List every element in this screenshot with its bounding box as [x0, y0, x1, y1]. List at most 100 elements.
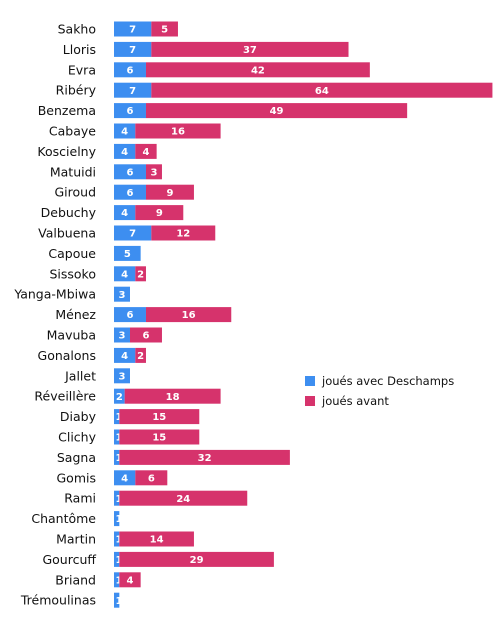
- category-label-yanga-mbiwa: Yanga-Mbiwa: [13, 287, 96, 302]
- data-label-cabaye-joues-avec-deschamps: 4: [121, 127, 128, 138]
- data-label-reveillere-joues-avant: 18: [166, 392, 180, 403]
- data-label-valbuena-joues-avant: 12: [176, 229, 190, 240]
- legend-swatch-joues-avec-deschamps: [305, 376, 315, 386]
- bar-mavuba-joues-avec-deschamps: [114, 327, 130, 343]
- data-label-evra-joues-avant: 42: [251, 65, 265, 76]
- data-label-valbuena-joues-avec-deschamps: 7: [129, 229, 136, 240]
- data-label-gourcuff-joues-avec-deschamps: 1: [116, 555, 123, 566]
- data-label-benzema-joues-avant: 49: [270, 106, 284, 117]
- bar-rami-joues-avec-deschamps: [114, 490, 120, 506]
- bar-evra-joues-avec-deschamps: [114, 62, 146, 78]
- category-label-gonalons: Gonalons: [38, 348, 96, 363]
- bar-martin-joues-avant: [119, 531, 194, 547]
- data-label-gomis-joues-avec-deschamps: 4: [121, 473, 128, 484]
- data-label-briand-joues-avec-deschamps: 1: [116, 575, 123, 586]
- category-label-chantome: Chantôme: [31, 511, 96, 526]
- data-label-koscielny-joues-avant: 4: [142, 147, 149, 158]
- data-label-cabaye-joues-avant: 16: [171, 127, 185, 138]
- legend-swatch-joues-avant: [305, 396, 315, 406]
- data-label-yanga-mbiwa-joues-avec-deschamps: 3: [119, 290, 126, 301]
- data-label-evra-joues-avec-deschamps: 6: [127, 65, 134, 76]
- category-label-sakho: Sakho: [58, 22, 96, 37]
- category-label-sagna: Sagna: [57, 450, 96, 465]
- category-labels: Sakho Lloris Evra Ribéry Benzema Cabaye Koscie…: [13, 22, 96, 608]
- bar-benzema-joues-avec-deschamps: [114, 103, 146, 119]
- bar-briand-joues-avec-deschamps: [114, 572, 120, 588]
- data-label-chantome-joues-avec-deschamps: 1: [116, 514, 123, 525]
- bar-sakho-joues-avant: [151, 21, 178, 37]
- category-label-gomis: Gomis: [57, 470, 97, 485]
- category-label-valbuena: Valbuena: [38, 226, 96, 241]
- bar-jallet-joues-avec-deschamps: [114, 368, 130, 384]
- bar-reveillere-joues-avec-deschamps: [114, 388, 125, 404]
- bar-menez-joues-avant: [145, 307, 232, 323]
- bar-cabaye-joues-avant: [135, 123, 221, 139]
- bar-sissoko-joues-avec-deschamps: [114, 266, 136, 282]
- bar-clichy-joues-avec-deschamps: [114, 429, 120, 445]
- category-label-reveillere: Réveillère: [34, 389, 96, 404]
- category-label-benzema: Benzema: [38, 103, 96, 118]
- data-label-lloris-joues-avec-deschamps: 7: [129, 45, 136, 56]
- category-label-menez: Ménez: [55, 307, 96, 322]
- bar-sagna-joues-avant: [119, 449, 290, 465]
- data-label-rami-joues-avec-deschamps: 1: [116, 494, 123, 505]
- bar-sissoko-joues-avant: [135, 266, 146, 282]
- data-label-rami-joues-avant: 24: [176, 494, 190, 505]
- bar-matuidi-joues-avec-deschamps: [114, 164, 146, 180]
- bar-diaby-joues-avant: [119, 409, 200, 425]
- category-label-gourcuff: Gourcuff: [42, 552, 96, 567]
- category-label-matuidi: Matuidi: [50, 164, 96, 179]
- data-label-jallet-joues-avec-deschamps: 3: [119, 371, 126, 382]
- bar-sagna-joues-avec-deschamps: [114, 449, 120, 465]
- data-label-martin-joues-avec-deschamps: 1: [116, 535, 123, 546]
- data-label-clichy-joues-avec-deschamps: 1: [116, 433, 123, 444]
- bar-gomis-joues-avec-deschamps: [114, 470, 136, 486]
- data-label-briand-joues-avant: 4: [127, 575, 134, 586]
- category-label-ribery: Ribéry: [56, 83, 97, 98]
- category-label-sissoko: Sissoko: [49, 266, 96, 281]
- data-label-menez-joues-avant: 16: [182, 310, 196, 321]
- data-label-martin-joues-avant: 14: [150, 535, 164, 546]
- bar-evra-joues-avant: [145, 62, 370, 78]
- bar-sakho-joues-avec-deschamps: [114, 21, 152, 37]
- bar-debuchy-joues-avec-deschamps: [114, 205, 136, 221]
- bar-rami-joues-avant: [119, 490, 248, 506]
- bar-martin-joues-avec-deschamps: [114, 531, 120, 547]
- category-label-evra: Evra: [68, 62, 96, 77]
- data-label-mavuba-joues-avant: 6: [142, 331, 149, 342]
- data-label-gonalons-joues-avec-deschamps: 4: [121, 351, 128, 362]
- data-label-giroud-joues-avant: 9: [166, 188, 173, 199]
- category-label-cabaye: Cabaye: [49, 124, 96, 139]
- data-label-reveillere-joues-avec-deschamps: 2: [116, 392, 123, 403]
- category-label-mavuba: Mavuba: [47, 328, 96, 343]
- bar-cabaye-joues-avec-deschamps: [114, 123, 136, 139]
- bar-diaby-joues-avec-deschamps: [114, 409, 120, 425]
- data-label-benzema-joues-avec-deschamps: 6: [127, 106, 134, 117]
- bar-gonalons-joues-avant: [135, 347, 146, 363]
- category-label-capoue: Capoue: [48, 246, 96, 261]
- bar-lloris-joues-avec-deschamps: [114, 41, 152, 57]
- data-label-koscielny-joues-avec-deschamps: 4: [121, 147, 128, 158]
- data-label-gonalons-joues-avant: 2: [137, 351, 144, 362]
- bar-matuidi-joues-avant: [145, 164, 162, 180]
- data-label-diaby-joues-avant: 15: [152, 412, 166, 423]
- category-label-lloris: Lloris: [63, 42, 96, 57]
- data-label-matuidi-joues-avant: 3: [150, 167, 157, 178]
- data-label-sissoko-joues-avant: 2: [137, 269, 144, 280]
- data-label-capoue-joues-avec-deschamps: 5: [124, 249, 131, 260]
- category-label-martin: Martin: [56, 532, 96, 547]
- bar-clichy-joues-avant: [119, 429, 200, 445]
- category-label-debuchy: Debuchy: [41, 205, 97, 220]
- data-label-mavuba-joues-avec-deschamps: 3: [119, 331, 126, 342]
- data-label-gourcuff-joues-avant: 29: [190, 555, 204, 566]
- bar-yanga-mbiwa-joues-avec-deschamps: [114, 286, 130, 302]
- data-label-lloris-joues-avant: 37: [243, 45, 257, 56]
- data-label-giroud-joues-avec-deschamps: 6: [127, 188, 134, 199]
- data-label-sagna-joues-avant: 32: [198, 453, 212, 464]
- category-label-briand: Briand: [55, 572, 96, 587]
- bar-giroud-joues-avec-deschamps: [114, 184, 146, 200]
- bar-capoue-joues-avec-deschamps: [114, 245, 141, 261]
- bar-menez-joues-avec-deschamps: [114, 307, 146, 323]
